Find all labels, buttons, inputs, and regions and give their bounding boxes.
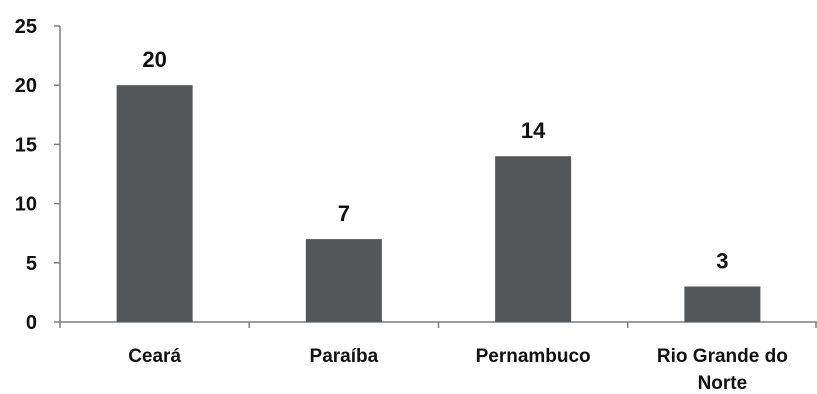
- category-label: Rio Grande do: [657, 346, 788, 367]
- y-tick-label: 25: [15, 16, 37, 38]
- y-axis: 0 5 10 15 20 25: [15, 16, 61, 334]
- y-tick-label: 0: [26, 312, 37, 334]
- x-axis: [59, 321, 817, 328]
- y-tick-label: 15: [15, 134, 37, 156]
- category-labels: Ceará Paraíba Pernambuco Rio Grande do Norte: [128, 346, 788, 394]
- data-label: 20: [142, 47, 166, 72]
- category-label: Paraíba: [310, 346, 379, 367]
- bar-rio-grande-do-norte: [684, 286, 761, 322]
- y-tick-label: 10: [15, 194, 37, 216]
- y-tick-label: 20: [15, 75, 37, 97]
- data-label: 14: [521, 118, 546, 143]
- category-label: Pernambuco: [476, 346, 591, 367]
- y-tick-label: 5: [26, 253, 37, 275]
- bars: [116, 85, 761, 322]
- bar-para-ba: [305, 239, 382, 322]
- data-label: 3: [716, 248, 728, 273]
- data-labels: 20 7 14 3: [142, 47, 728, 273]
- bar-pernambuco: [495, 156, 572, 322]
- bar-cear-: [116, 85, 193, 322]
- data-label: 7: [338, 201, 350, 226]
- category-label: Ceará: [128, 346, 181, 367]
- category-label: Norte: [698, 373, 748, 394]
